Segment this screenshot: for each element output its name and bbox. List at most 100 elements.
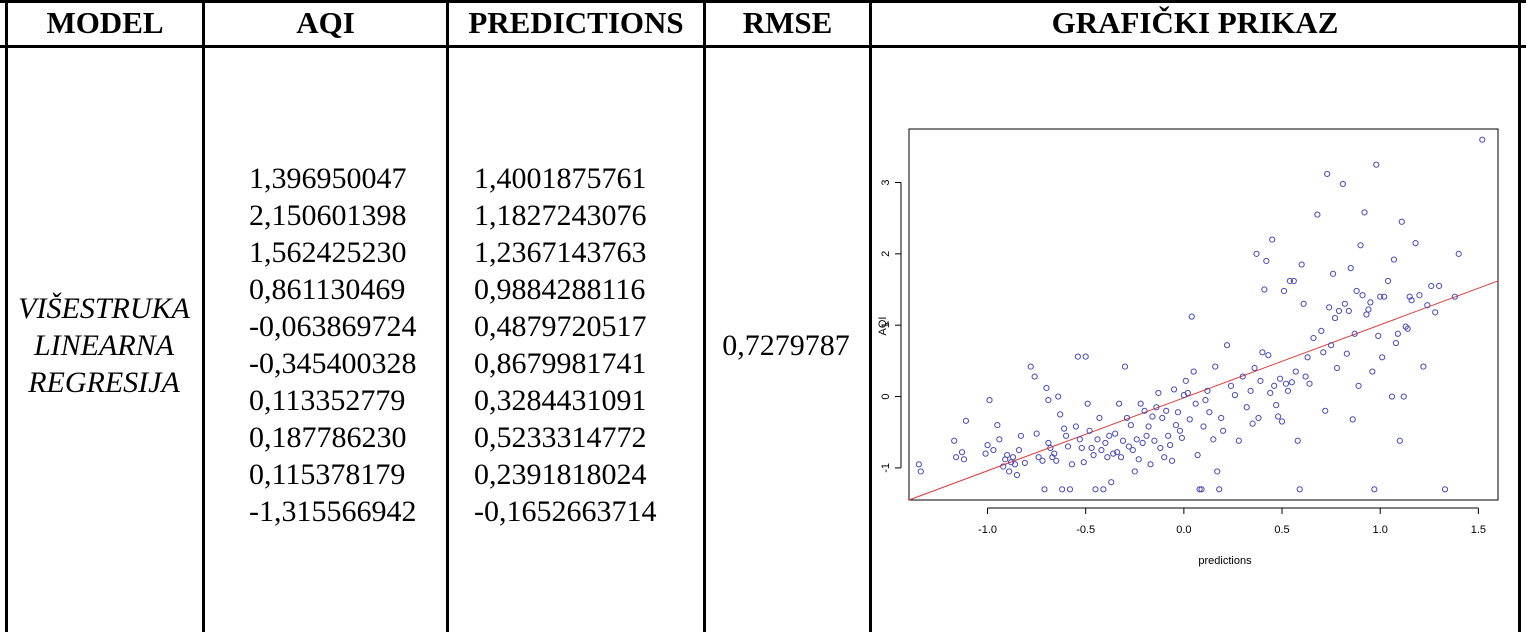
data-point [1218,414,1225,422]
data-point [1214,468,1221,475]
data-point [1265,352,1272,359]
data-point [1159,414,1166,422]
data-point [1131,468,1138,475]
data-point [1045,439,1052,447]
data-point [1153,404,1160,411]
y-axis-label: AQI [877,317,889,336]
data-point [962,417,970,424]
data-point [1086,427,1093,434]
data-point [1275,413,1282,420]
table-right-border [1518,0,1521,632]
data-point [1172,421,1180,429]
model-name: VIŠESTRUKA LINEARNA REGRESIJA [6,290,202,401]
data-point [1359,292,1366,299]
prediction-value: 1,4001875761 [474,162,647,195]
data-point [1361,209,1368,216]
data-point [1261,286,1268,293]
data-point [1300,300,1307,307]
data-point [1147,461,1154,468]
data-point [1062,432,1070,439]
y-tick-label: 1 [880,322,892,328]
data-point [1125,443,1132,450]
x-tick-label: 1.5 [1471,524,1486,536]
data-point [1263,257,1270,265]
data-point [1035,454,1042,461]
header-rmse: RMSE [742,5,833,40]
column-divider-2 [446,0,449,632]
header-graph: GRAFIČKI PRIKAZ [1051,5,1339,40]
data-point [1231,392,1239,399]
data-point [1455,250,1462,257]
data-point [1139,439,1146,447]
aqi-value: -1,315566942 [249,495,417,528]
data-point [1033,430,1040,437]
data-point [1194,451,1201,459]
prediction-value: -0,1652663714 [474,495,657,528]
data-point [1331,314,1339,322]
data-point [1216,486,1223,493]
data-point [1298,261,1305,268]
table-left-border [5,0,8,632]
data-point [1351,330,1358,337]
data-point [1388,393,1396,400]
data-point [1314,211,1321,218]
data-point [1302,373,1309,380]
data-point [1076,436,1083,443]
data-point [1096,414,1103,422]
data-point [1223,342,1231,349]
data-point [1227,382,1235,389]
column-divider-4 [869,0,872,632]
prediction-value: 0,9884288116 [474,273,646,306]
prediction-value: 1,1827243076 [474,199,647,232]
data-point [1235,437,1242,444]
data-point [1043,384,1050,392]
data-point [1090,451,1097,459]
data-point [1061,425,1068,432]
data-point [1345,307,1352,315]
aqi-value: 1,562425230 [249,236,407,269]
data-point [1381,293,1388,300]
y-axis: -1 0 1 2 3 [880,179,902,473]
y-tick-label: 0 [880,393,892,399]
data-point [1296,486,1303,493]
data-point [1102,439,1109,447]
header-bottom-border [0,45,1526,48]
data-point [1066,486,1074,493]
data-point [1115,400,1123,407]
data-point [1106,432,1113,439]
data-point [1182,377,1189,384]
data-point [1200,423,1207,430]
data-point [1009,454,1017,461]
prediction-value: 0,2391818024 [474,458,647,491]
data-point [1004,451,1011,459]
data-point [1080,459,1087,466]
data-point [1479,136,1486,143]
data-point [1170,386,1178,393]
data-point [1141,407,1148,414]
data-point [1053,457,1060,464]
data-point [1104,454,1111,461]
data-point [1355,382,1362,389]
data-point [1047,444,1054,452]
data-point [1363,311,1370,318]
data-point [1064,443,1072,450]
aqi-value: -0,345400328 [249,347,417,380]
aqi-value: 2,150601398 [249,199,407,232]
data-point [1155,389,1162,397]
data-point [1404,325,1411,332]
data-point [1006,468,1013,475]
data-point [1392,339,1400,347]
data-point [1206,409,1213,416]
data-point [1292,368,1299,375]
aqi-value: 0,115378179 [249,458,406,491]
data-point [1269,236,1276,243]
data-point [1190,368,1197,375]
data-point [1167,441,1174,449]
data-point [1188,313,1195,320]
data-point [1284,387,1292,394]
data-point [1135,456,1142,463]
header-model: MODEL [46,5,164,40]
data-point [1365,306,1372,313]
data-point [1267,389,1274,397]
x-tick-label: 0.5 [1274,524,1289,536]
